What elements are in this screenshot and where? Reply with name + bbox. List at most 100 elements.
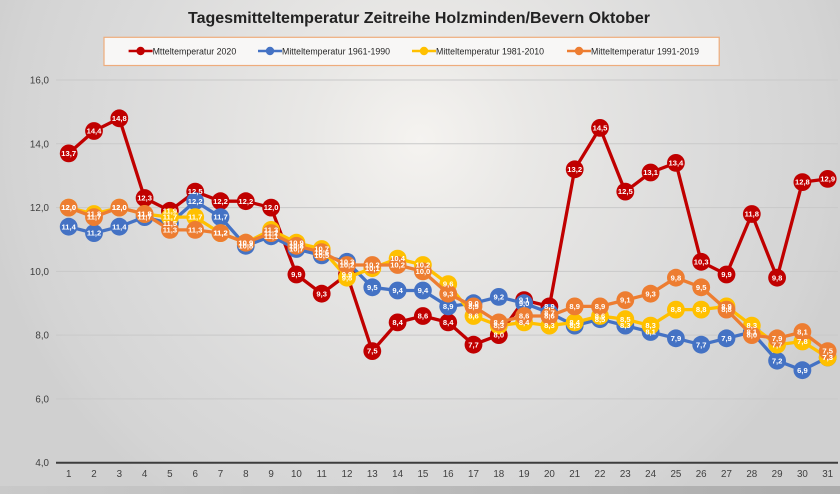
svg-text:7,7: 7,7: [468, 340, 479, 349]
svg-text:11,2: 11,2: [213, 229, 227, 238]
svg-text:8,6: 8,6: [519, 312, 530, 321]
svg-text:12,5: 12,5: [188, 187, 204, 196]
svg-text:7: 7: [218, 469, 223, 480]
svg-text:Mitteltemperatur 1981-2010: Mitteltemperatur 1981-2010: [436, 46, 544, 56]
svg-text:11,7: 11,7: [137, 213, 151, 222]
svg-text:8,9: 8,9: [544, 302, 555, 311]
svg-text:27: 27: [721, 469, 732, 480]
svg-text:9,0: 9,0: [468, 299, 479, 308]
svg-text:25: 25: [670, 469, 681, 480]
svg-text:Tagesmitteltemperatur Zeitreih: Tagesmitteltemperatur Zeitreihe Holzmind…: [188, 10, 650, 27]
svg-text:11,3: 11,3: [264, 226, 278, 235]
svg-text:8,3: 8,3: [645, 321, 656, 330]
svg-text:10,7: 10,7: [289, 245, 304, 254]
svg-text:4,0: 4,0: [35, 458, 49, 469]
svg-text:1: 1: [66, 469, 71, 480]
svg-text:9,3: 9,3: [316, 289, 327, 298]
svg-text:8,9: 8,9: [595, 302, 606, 311]
svg-text:11,1: 11,1: [264, 232, 279, 241]
svg-text:7,9: 7,9: [772, 334, 783, 343]
svg-text:11,5: 11,5: [163, 219, 178, 228]
svg-text:8,7: 8,7: [544, 308, 555, 317]
svg-text:11,8: 11,8: [87, 210, 101, 219]
svg-text:12,2: 12,2: [188, 197, 203, 206]
svg-text:18: 18: [493, 469, 504, 480]
svg-text:8,4: 8,4: [519, 318, 530, 327]
svg-text:9: 9: [268, 469, 273, 480]
svg-text:10,0: 10,0: [416, 267, 431, 276]
svg-text:9,0: 9,0: [519, 299, 530, 308]
svg-text:14,8: 14,8: [112, 114, 127, 123]
svg-text:8,6: 8,6: [544, 312, 555, 321]
svg-text:13: 13: [367, 469, 378, 480]
svg-text:7,5: 7,5: [367, 347, 378, 356]
svg-text:8,3: 8,3: [620, 321, 631, 330]
svg-text:21: 21: [569, 469, 580, 480]
svg-text:7,7: 7,7: [772, 340, 783, 349]
svg-text:8,0: 8,0: [494, 331, 505, 340]
svg-text:12,3: 12,3: [137, 194, 152, 203]
svg-text:13,4: 13,4: [669, 159, 685, 168]
svg-text:15: 15: [417, 469, 428, 480]
svg-text:8,3: 8,3: [747, 321, 758, 330]
svg-text:8,9: 8,9: [721, 302, 732, 311]
svg-text:7,3: 7,3: [822, 353, 833, 362]
svg-text:8,1: 8,1: [645, 328, 656, 337]
svg-text:26: 26: [696, 469, 707, 480]
svg-text:7,9: 7,9: [671, 334, 682, 343]
svg-text:11,8: 11,8: [745, 210, 759, 219]
svg-text:Mitteltemperatur 1961-1990: Mitteltemperatur 1961-1990: [282, 46, 390, 56]
svg-text:9,9: 9,9: [291, 270, 302, 279]
svg-text:8,8: 8,8: [721, 305, 732, 314]
svg-text:6,9: 6,9: [797, 366, 808, 375]
svg-text:10: 10: [291, 469, 302, 480]
svg-text:11: 11: [317, 469, 327, 480]
svg-text:2: 2: [91, 469, 96, 480]
svg-text:13,1: 13,1: [643, 168, 659, 177]
svg-text:12,8: 12,8: [795, 178, 810, 187]
svg-text:Mitteltemperatur 1991-2019: Mitteltemperatur 1991-2019: [591, 46, 699, 56]
svg-text:10,3: 10,3: [340, 257, 355, 266]
svg-text:9,1: 9,1: [519, 296, 530, 305]
svg-text:8,5: 8,5: [595, 315, 606, 324]
svg-text:12,2: 12,2: [238, 197, 253, 206]
svg-text:12,2: 12,2: [213, 197, 228, 206]
svg-text:10,9: 10,9: [238, 238, 253, 247]
svg-text:8,8: 8,8: [696, 305, 707, 314]
svg-text:13,2: 13,2: [567, 165, 582, 174]
svg-text:11,9: 11,9: [163, 206, 177, 215]
svg-text:10,4: 10,4: [390, 254, 406, 263]
svg-text:11,7: 11,7: [188, 213, 202, 222]
svg-text:12,0: 12,0: [264, 203, 279, 212]
svg-text:7,9: 7,9: [721, 334, 732, 343]
svg-text:19: 19: [519, 469, 530, 480]
svg-text:9,8: 9,8: [671, 273, 682, 282]
svg-text:11,8: 11,8: [137, 210, 151, 219]
svg-text:7,8: 7,8: [797, 337, 808, 346]
svg-text:9,9: 9,9: [342, 270, 353, 279]
svg-text:10,9: 10,9: [289, 238, 304, 247]
svg-text:8,3: 8,3: [494, 321, 505, 330]
svg-text:31: 31: [822, 469, 833, 480]
svg-text:16,0: 16,0: [30, 76, 50, 87]
svg-text:8: 8: [243, 469, 249, 480]
svg-text:8,9: 8,9: [443, 302, 454, 311]
svg-text:4: 4: [142, 469, 148, 480]
svg-text:11,8: 11,8: [137, 210, 151, 219]
svg-text:29: 29: [772, 469, 783, 480]
svg-text:9,6: 9,6: [443, 280, 454, 289]
svg-text:8,3: 8,3: [544, 321, 555, 330]
svg-text:12,9: 12,9: [820, 175, 835, 184]
svg-text:14,0: 14,0: [30, 139, 50, 150]
svg-text:8,4: 8,4: [569, 318, 580, 327]
svg-text:10,3: 10,3: [694, 257, 709, 266]
svg-text:10,2: 10,2: [340, 261, 355, 270]
svg-text:30: 30: [797, 469, 808, 480]
svg-text:12,0: 12,0: [112, 203, 127, 212]
svg-text:10,8: 10,8: [238, 241, 253, 250]
svg-text:9,4: 9,4: [418, 286, 429, 295]
svg-text:11,7: 11,7: [213, 213, 227, 222]
svg-text:12,0: 12,0: [61, 203, 76, 212]
svg-text:Mtteltemperatur 2020: Mtteltemperatur 2020: [153, 46, 237, 56]
svg-text:14,4: 14,4: [87, 127, 103, 136]
